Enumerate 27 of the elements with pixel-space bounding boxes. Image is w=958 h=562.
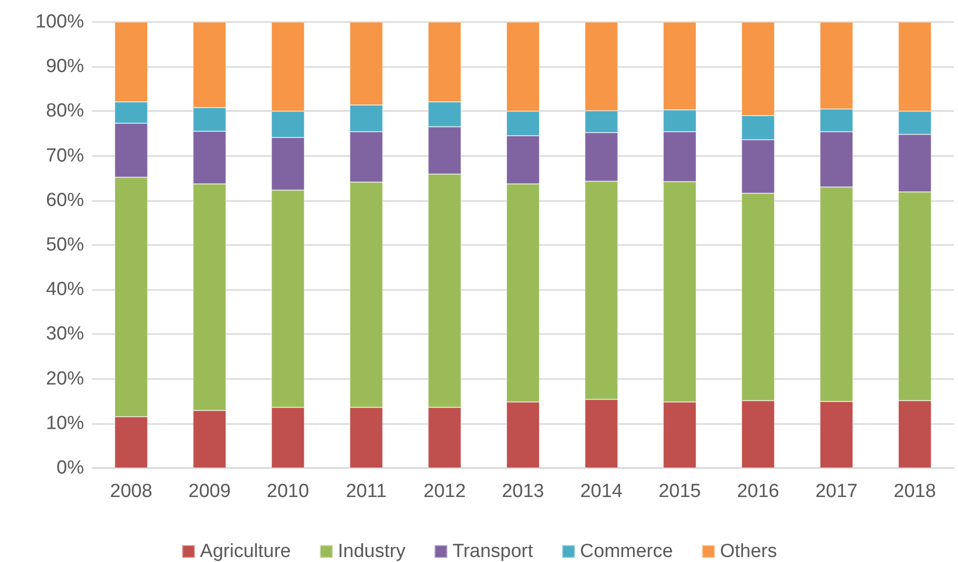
- x-tick-label: 2017: [815, 481, 858, 502]
- x-tick-label: 2015: [658, 481, 701, 502]
- y-tick-label: 40%: [46, 279, 84, 300]
- legend-label: Others: [720, 541, 777, 562]
- y-tick-label: 20%: [46, 368, 84, 390]
- y-tick-label: 80%: [46, 100, 84, 122]
- legend-label: Agriculture: [200, 541, 291, 562]
- y-tick-label: 30%: [46, 324, 84, 345]
- x-tick-label: 2010: [266, 481, 310, 502]
- y-tick-label: 60%: [46, 190, 84, 211]
- x-tick-label: 2011: [346, 481, 387, 502]
- x-tick-label: 2016: [736, 481, 780, 502]
- y-tick-label: 100%: [35, 12, 84, 32]
- x-tick-label: 2008: [110, 481, 152, 502]
- y-tick-label: 10%: [46, 412, 84, 434]
- y-tick-label: 90%: [46, 56, 84, 78]
- y-tick-label: 50%: [46, 234, 84, 256]
- y-tick-label: 70%: [46, 145, 84, 166]
- legend-label: Industry: [338, 541, 406, 562]
- x-tick-label: 2018: [894, 481, 936, 502]
- x-tick-label: 2013: [502, 481, 544, 502]
- legend-label: Transport: [452, 541, 534, 562]
- x-tick-label: 2012: [423, 481, 466, 502]
- y-tick-label: 0%: [56, 458, 84, 478]
- x-tick-label: 2014: [580, 481, 623, 502]
- legend-label: Commerce: [580, 541, 673, 562]
- x-tick-label: 2009: [188, 481, 231, 502]
